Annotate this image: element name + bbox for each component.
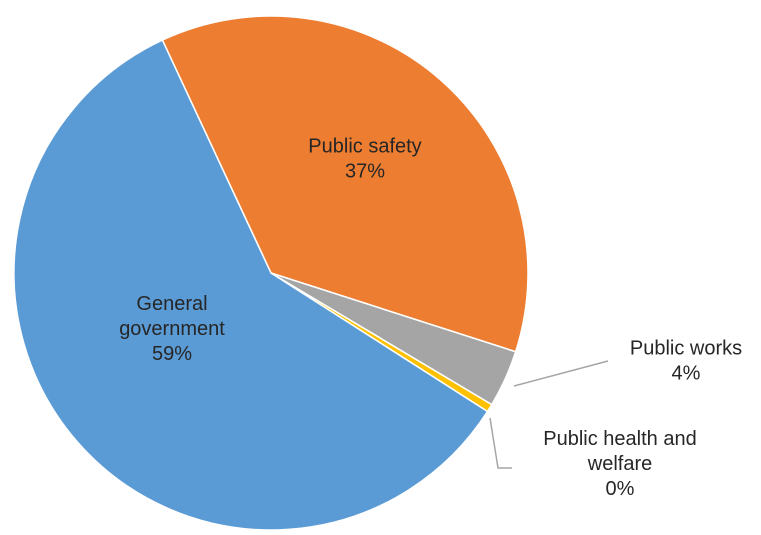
slice-percent-public-safety: 37% bbox=[345, 161, 385, 183]
slice-name-general-government: General bbox=[136, 293, 207, 315]
slice-label-public-works: Public works 4% bbox=[630, 338, 742, 385]
slice-percent-public-works: 4% bbox=[672, 363, 701, 385]
slice-labels: Public safety 37% Public works 4% Public hea… bbox=[119, 136, 742, 501]
slice-percent-general-government: 59% bbox=[152, 343, 192, 365]
pie-slice-public-safety bbox=[161, 15, 529, 353]
slice-name-public-health-and-welfare: welfare bbox=[587, 453, 652, 475]
leader-lines bbox=[489, 360, 609, 469]
pie-slice-general-government bbox=[13, 39, 489, 531]
slice-name-public-health-and-welfare: Public health and bbox=[543, 428, 696, 450]
slice-label-public-health-and-welfare: Public health and welfare 0% bbox=[543, 428, 696, 500]
slice-label-public-safety: Public safety 37% bbox=[308, 136, 421, 183]
pie-slices bbox=[13, 15, 529, 531]
slice-name-public-works: Public works bbox=[630, 338, 742, 360]
slice-label-general-government: General government 59% bbox=[119, 293, 225, 365]
leader-line-public-health-and-welfare bbox=[489, 417, 512, 469]
slice-name-public-safety: Public safety bbox=[308, 136, 421, 158]
slice-percent-public-health-and-welfare: 0% bbox=[606, 478, 635, 500]
leader-line-public-works bbox=[513, 360, 609, 387]
slice-name-general-government: government bbox=[119, 318, 225, 340]
